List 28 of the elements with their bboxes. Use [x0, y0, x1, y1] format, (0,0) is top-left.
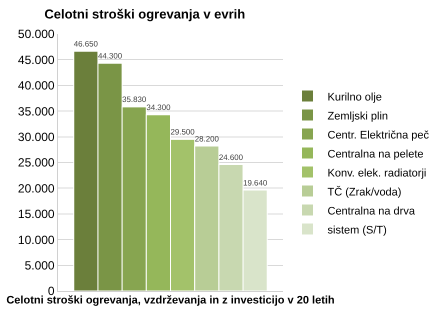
y-tick-label: 15.000	[18, 207, 55, 222]
data-label: 28.200	[194, 134, 220, 144]
legend-label: Centr. Električna peč	[328, 129, 430, 142]
y-tick-label: 45.000	[18, 52, 55, 67]
data-label: 44.300	[98, 52, 123, 61]
y-tick-label: 35.000	[18, 104, 55, 118]
legend-label: Konv. elek. radiatorji	[328, 167, 426, 180]
y-tick-label: 30.000	[18, 130, 55, 144]
y-tick-label: 40.000	[18, 78, 55, 93]
x-axis-title: Celotni stroški ogrevanja, vzdrževanja in z investicijo v 20 letih	[6, 294, 335, 306]
legend-label: Zemljski plin	[328, 110, 388, 122]
data-label: 35.830	[122, 95, 147, 104]
data-label: 34.300	[146, 102, 172, 112]
legend-label: Centralna na pelete	[328, 148, 424, 160]
legend-label: sistem (S/T)	[328, 224, 387, 236]
y-tick-label: 5.000	[24, 258, 55, 272]
data-label: 24.600	[218, 152, 244, 162]
data-label: 29.500	[170, 128, 196, 137]
y-tick-label: 10.000	[18, 232, 55, 247]
legend-label: Kurilno olje	[328, 91, 382, 104]
chart-title: Celotni stroški ogrevanja v evrih	[44, 6, 246, 22]
y-tick-label: 50.000	[18, 27, 55, 42]
data-label: 19.640	[243, 178, 268, 188]
data-label: 46.650	[74, 39, 99, 48]
legend-label: Centralna na drva	[328, 205, 416, 218]
legend-label: TČ (Zrak/voda)	[328, 185, 402, 198]
y-tick-label: 20.000	[18, 181, 55, 196]
y-tick-label: 25.000	[18, 156, 55, 170]
